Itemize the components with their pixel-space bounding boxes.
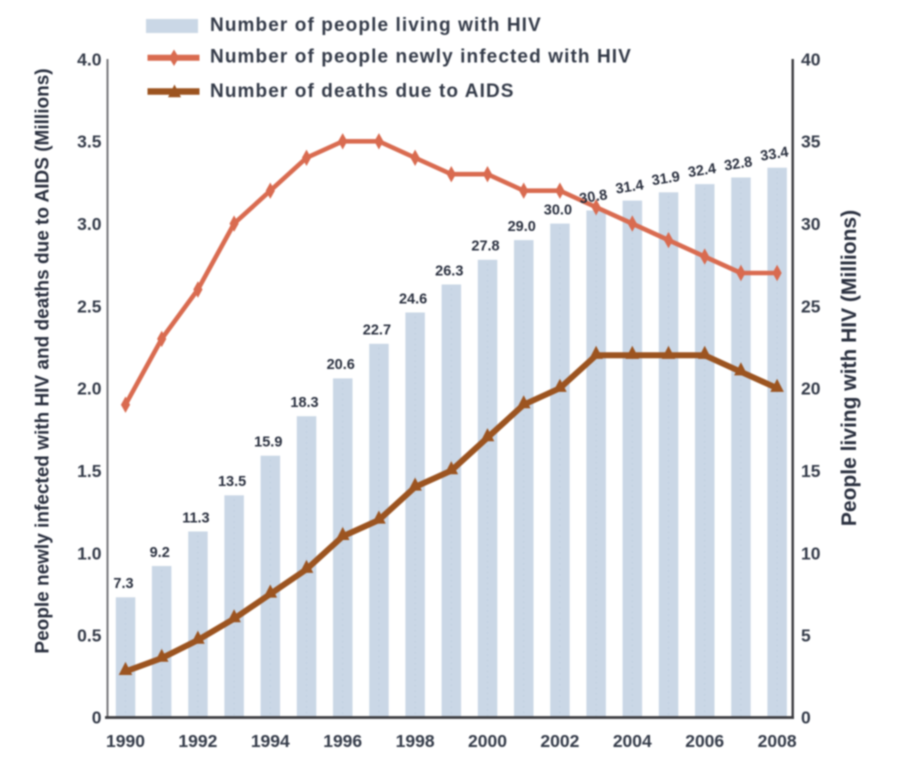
svg-text:31.4: 31.4 [614, 177, 644, 197]
svg-text:People living with HIV (Millio: People living with HIV (Millions) [838, 210, 861, 526]
svg-text:1.5: 1.5 [77, 461, 102, 481]
svg-text:2004: 2004 [613, 731, 652, 751]
svg-text:1998: 1998 [396, 731, 435, 751]
svg-text:1996: 1996 [323, 731, 362, 751]
svg-text:0.5: 0.5 [77, 626, 102, 646]
svg-text:30.0: 30.0 [544, 202, 572, 218]
svg-text:25: 25 [801, 296, 821, 316]
svg-text:26.3: 26.3 [435, 263, 463, 279]
svg-text:18.3: 18.3 [290, 395, 318, 411]
svg-text:27.8: 27.8 [471, 239, 499, 255]
svg-text:2006: 2006 [685, 731, 724, 751]
svg-text:4.0: 4.0 [77, 49, 102, 69]
svg-text:People newly infected with HIV: People newly infected with HIV and death… [33, 68, 54, 653]
svg-text:35: 35 [801, 132, 821, 152]
svg-text:2.0: 2.0 [77, 379, 102, 399]
svg-text:9.2: 9.2 [150, 545, 170, 561]
svg-text:0: 0 [92, 708, 102, 728]
svg-text:1.0: 1.0 [77, 543, 102, 563]
svg-text:30.8: 30.8 [578, 187, 608, 207]
svg-text:24.6: 24.6 [399, 291, 427, 307]
svg-text:20.6: 20.6 [327, 357, 355, 373]
svg-text:2008: 2008 [758, 731, 797, 751]
svg-text:2002: 2002 [540, 731, 579, 751]
svg-text:15: 15 [801, 461, 821, 481]
svg-text:30: 30 [801, 214, 821, 234]
svg-text:10: 10 [801, 543, 821, 563]
svg-text:15.9: 15.9 [254, 435, 282, 451]
svg-text:3.5: 3.5 [77, 132, 102, 152]
svg-text:33.4: 33.4 [759, 144, 789, 164]
svg-text:Number of deaths due to AIDS: Number of deaths due to AIDS [210, 81, 515, 102]
svg-text:40: 40 [801, 49, 821, 69]
svg-text:29.0: 29.0 [508, 219, 536, 235]
svg-text:0: 0 [801, 708, 811, 728]
svg-text:31.9: 31.9 [651, 169, 681, 189]
svg-text:Number of people newly infecte: Number of people newly infected with HIV [210, 46, 632, 67]
svg-text:11.3: 11.3 [182, 510, 209, 526]
svg-text:22.7: 22.7 [363, 323, 391, 339]
svg-text:32.8: 32.8 [723, 154, 753, 174]
svg-text:20: 20 [801, 379, 821, 399]
svg-text:1990: 1990 [106, 731, 145, 751]
svg-text:2.5: 2.5 [77, 296, 102, 316]
svg-text:13.5: 13.5 [218, 474, 246, 490]
svg-text:1992: 1992 [178, 731, 217, 751]
svg-text:Number of people living with H: Number of people living with HIV [210, 15, 542, 36]
svg-text:5: 5 [801, 626, 811, 646]
svg-text:7.3: 7.3 [113, 576, 133, 592]
svg-text:1994: 1994 [251, 731, 290, 751]
svg-text:2000: 2000 [468, 731, 507, 751]
svg-text:3.0: 3.0 [77, 214, 102, 234]
svg-text:32.4: 32.4 [687, 161, 717, 181]
